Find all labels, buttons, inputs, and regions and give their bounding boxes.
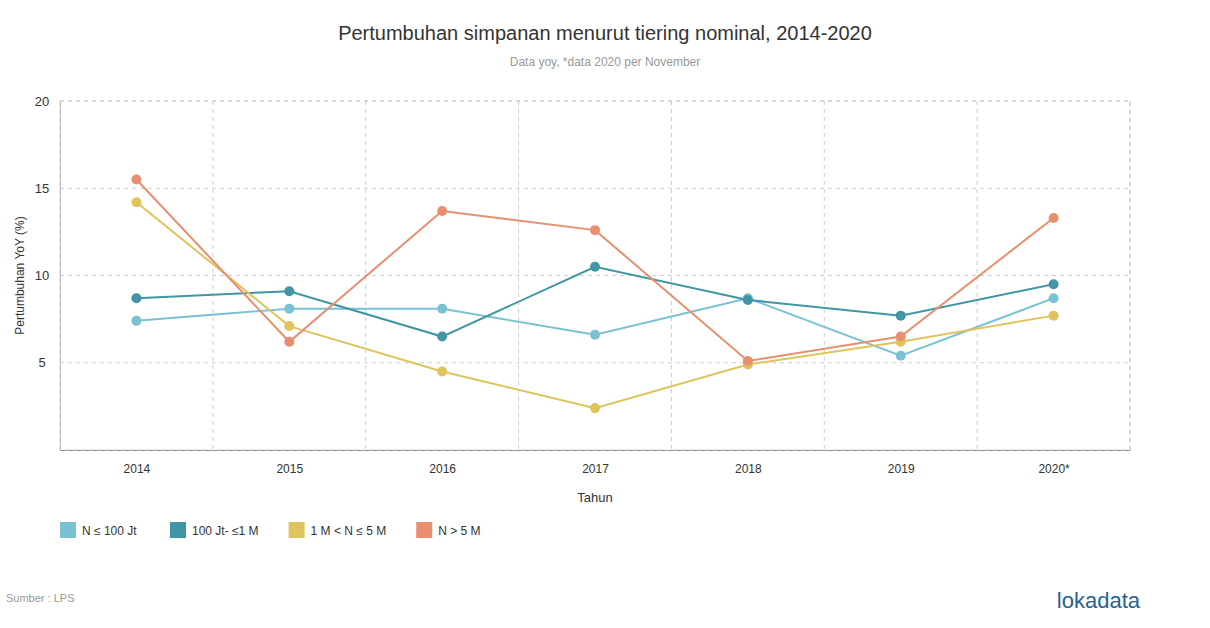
y-tick: 15	[35, 181, 60, 196]
x-tick: 2017	[582, 450, 609, 476]
series-marker	[896, 332, 906, 342]
series-marker	[131, 197, 141, 207]
series-marker	[284, 337, 294, 347]
legend-swatch	[289, 522, 305, 538]
grid-line-x	[212, 101, 213, 450]
legend-item: N > 5 M	[416, 522, 480, 538]
series-marker	[131, 175, 141, 185]
x-tick: 2019	[888, 450, 915, 476]
grid-line-x	[518, 101, 519, 450]
title: Pertumbuhan simpanan menurut tiering nom…	[338, 22, 872, 44]
series-marker	[1049, 213, 1059, 223]
series-marker	[590, 403, 600, 413]
legend-label: N ≤ 100 Jt	[82, 524, 137, 538]
series-marker	[896, 311, 906, 321]
x-tick-label: 2017	[582, 462, 609, 476]
y-tick-label: 10	[35, 268, 49, 283]
legend: N ≤ 100 Jt 100 Jt- ≤1 M 1 M < N ≤ 5 M N > 5…	[60, 522, 481, 538]
x-tick-label: 2020*	[1038, 462, 1070, 476]
legend-item: N ≤ 100 Jt	[60, 522, 137, 538]
legend-item: 100 Jt- ≤1 M	[170, 522, 259, 538]
series-marker	[284, 321, 294, 331]
series-marker	[743, 356, 753, 366]
series-marker	[590, 225, 600, 235]
x-tick-label: 2014	[124, 462, 151, 476]
x-tick: 2016	[429, 450, 456, 476]
x-axis: 2014 2015 2016 2017 2018 2019 2020*	[61, 450, 1131, 476]
grid-line-x	[671, 101, 672, 450]
series-marker	[284, 304, 294, 314]
y-tick-label: 5	[38, 355, 45, 370]
x-tick-label: 2015	[276, 462, 303, 476]
series-marker	[743, 295, 753, 305]
legend-label: N > 5 M	[438, 524, 480, 538]
series-marker	[590, 262, 600, 272]
series-line	[136, 180, 1053, 361]
grid-line-y	[60, 362, 1130, 363]
x-tick: 2014	[124, 450, 151, 476]
legend-swatch	[60, 522, 76, 538]
series-marker	[1049, 311, 1059, 321]
x-tick: 2018	[735, 450, 762, 476]
series-marker	[896, 351, 906, 361]
x-tick: 2015	[276, 450, 303, 476]
legend-label: 1 M < N ≤ 5 M	[311, 524, 387, 538]
series-marker	[437, 332, 447, 342]
grid-line-x	[977, 101, 978, 450]
series-marker	[1049, 279, 1059, 289]
x-axis-title: Tahun	[577, 490, 612, 505]
series-marker	[437, 304, 447, 314]
plot-frame	[60, 101, 1130, 450]
series-marker	[131, 316, 141, 326]
series-marker	[590, 330, 600, 340]
series-marker	[131, 293, 141, 303]
grid-line-x	[824, 101, 825, 450]
y-axis: 5 10 15 20	[35, 94, 61, 451]
series-line	[136, 202, 1053, 408]
grid	[60, 101, 1130, 450]
source: Sumber : LPS	[6, 592, 74, 604]
legend-swatch	[170, 522, 186, 538]
y-tick: 10	[35, 268, 60, 283]
x-tick-label: 2018	[735, 462, 762, 476]
series-marker	[284, 286, 294, 296]
grid-line-y	[60, 188, 1130, 189]
legend-label: 100 Jt- ≤1 M	[192, 524, 259, 538]
series-marker	[437, 206, 447, 216]
subtitle: Data yoy, *data 2020 per November	[510, 55, 701, 69]
x-tick-label: 2016	[429, 462, 456, 476]
x-tick: 2020*	[1038, 450, 1070, 476]
legend-swatch	[416, 522, 432, 538]
marks	[131, 175, 1058, 414]
grid-line-y	[60, 275, 1130, 276]
series-marker	[1049, 293, 1059, 303]
logo: lokadata	[1057, 588, 1141, 613]
y-tick: 20	[35, 94, 60, 109]
x-tick-label: 2019	[888, 462, 915, 476]
y-tick-label: 15	[35, 181, 49, 196]
y-tick-label: 20	[35, 94, 49, 109]
y-axis-title: Pertumbuhan YoY (%)	[13, 216, 27, 335]
legend-item: 1 M < N ≤ 5 M	[289, 522, 387, 538]
y-tick: 5	[38, 355, 60, 370]
series-marker	[437, 366, 447, 376]
